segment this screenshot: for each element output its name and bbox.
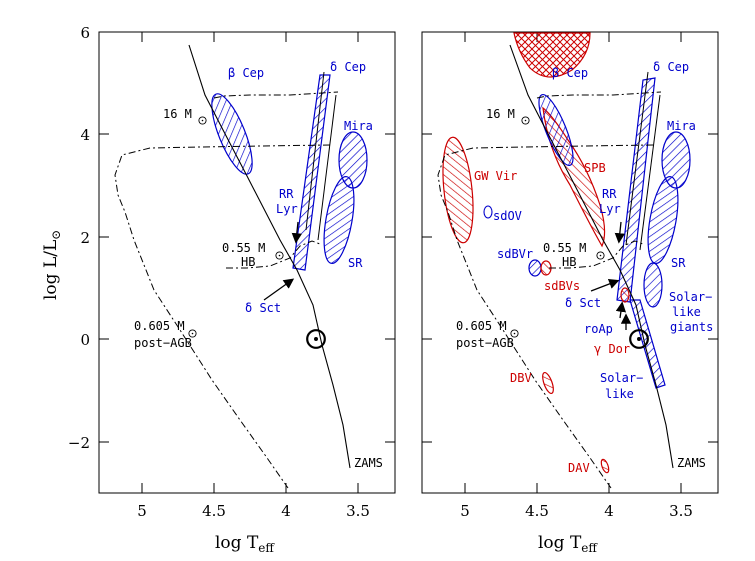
x-tick-label: 4.5 bbox=[202, 502, 226, 520]
label-hb: HB bbox=[562, 255, 576, 269]
track-hb bbox=[226, 240, 321, 269]
x-tick-label: 4 bbox=[281, 502, 291, 520]
label-055-msun: 0.55 M bbox=[222, 241, 265, 255]
x-tick-label: 5 bbox=[460, 502, 470, 520]
zams-line bbox=[188, 44, 351, 469]
label-delta-sct: δ Sct bbox=[245, 301, 281, 315]
y-tick-label: 4 bbox=[80, 126, 90, 144]
track-post-agb bbox=[114, 144, 331, 489]
label-dav: DAV bbox=[568, 461, 590, 475]
label-sr: SR bbox=[671, 256, 686, 270]
track-16-msun bbox=[213, 91, 339, 99]
label-16-msun: 16 M bbox=[486, 107, 515, 121]
region-gw-vir bbox=[442, 136, 474, 244]
label-0605-msun: 0.605 M bbox=[134, 319, 185, 333]
track-16-msun bbox=[536, 91, 662, 99]
strip-red-edge bbox=[317, 94, 337, 241]
zams-line bbox=[509, 44, 674, 469]
label-beta-cep: β Cep bbox=[552, 66, 588, 80]
x-tick-label: 4.5 bbox=[525, 502, 549, 520]
label-rr-lyr: RR bbox=[279, 187, 294, 201]
label-gw-vir: GW Vir bbox=[474, 169, 517, 183]
label-delta-cep: δ Cep bbox=[653, 60, 689, 74]
region-gamma-dor bbox=[620, 287, 630, 303]
left-panel: 6 4 2 0 −2 5 4.5 4 3.5 log Teff log L/L⊙ bbox=[41, 24, 396, 555]
region-beta-cep bbox=[538, 93, 574, 167]
region-dbv bbox=[542, 371, 554, 395]
y-axis-label: log L/L⊙ bbox=[41, 230, 63, 300]
label-solar-like: Solar− bbox=[600, 371, 643, 385]
right-plot-frame bbox=[421, 31, 719, 494]
region-sdov bbox=[483, 205, 493, 219]
region-sdbvr bbox=[528, 259, 542, 277]
sun-symbol bbox=[596, 251, 605, 260]
y-tick-label: 6 bbox=[80, 24, 90, 42]
label-sdbvs: sdBVs bbox=[544, 279, 580, 293]
strip-blue-edge bbox=[625, 71, 649, 246]
region-top-hatched bbox=[513, 32, 591, 78]
right-tick-marks bbox=[422, 32, 718, 493]
label-post-agb: post−AGB bbox=[456, 336, 514, 350]
arrow-rr-lyr bbox=[291, 221, 302, 244]
label-zams: ZAMS bbox=[677, 456, 706, 470]
x-tick-label: 3.5 bbox=[669, 502, 693, 520]
label-solar-like-giants: like bbox=[672, 305, 701, 319]
track-hb bbox=[549, 240, 644, 269]
region-delta-cep-strip bbox=[292, 74, 331, 271]
label-sr: SR bbox=[348, 256, 363, 270]
label-zams: ZAMS bbox=[354, 456, 383, 470]
left-tick-marks bbox=[99, 31, 395, 493]
track-post-agb bbox=[437, 144, 654, 489]
label-delta-sct: δ Sct bbox=[565, 296, 601, 310]
sun-symbol bbox=[275, 251, 284, 260]
label-solar-like-giants: Solar− bbox=[669, 290, 712, 304]
region-solar-like-giants bbox=[643, 262, 663, 308]
label-delta-cep: δ Cep bbox=[330, 60, 366, 74]
x-axis-label: log Teff bbox=[538, 533, 598, 555]
label-sdov: sdOV bbox=[493, 209, 522, 223]
arrow-delta-sct bbox=[263, 278, 295, 301]
y-tick-label: 0 bbox=[80, 331, 90, 349]
label-rr-lyr: Lyr bbox=[599, 202, 621, 216]
label-solar-like-giants: giants bbox=[670, 320, 713, 334]
arrow-rr-lyr bbox=[614, 221, 625, 244]
x-axis-label: log Teff bbox=[215, 533, 275, 555]
x-tick-label: 3.5 bbox=[346, 502, 370, 520]
sun-symbol bbox=[306, 329, 326, 349]
right-panel: 5 4.5 4 3.5 log Teff bbox=[421, 31, 719, 555]
label-roap: roAp bbox=[584, 322, 613, 336]
label-0605-msun: 0.605 M bbox=[456, 319, 507, 333]
label-mira: Mira bbox=[667, 119, 696, 133]
region-beta-cep bbox=[211, 93, 253, 175]
x-tick-label: 4 bbox=[604, 502, 614, 520]
left-plot-frame bbox=[98, 31, 396, 494]
strip-blue-edge bbox=[305, 71, 325, 231]
sun-symbol bbox=[198, 116, 207, 125]
label-solar-like: like bbox=[605, 387, 634, 401]
label-gamma-dor: γ Dor bbox=[594, 342, 630, 356]
label-16-msun: 16 M bbox=[163, 107, 192, 121]
label-055-msun: 0.55 M bbox=[543, 241, 586, 255]
label-post-agb: post−AGB bbox=[134, 336, 192, 350]
strip-red-edge bbox=[639, 94, 661, 251]
y-tick-label: −2 bbox=[68, 434, 90, 452]
label-rr-lyr: Lyr bbox=[276, 202, 298, 216]
y-tick-label: 2 bbox=[80, 229, 90, 247]
label-spb: SPB bbox=[584, 161, 606, 175]
x-tick-label: 5 bbox=[137, 502, 147, 520]
label-dbv: DBV bbox=[510, 371, 532, 385]
label-mira: Mira bbox=[344, 119, 373, 133]
region-dav bbox=[600, 458, 610, 474]
arrow-delta-sct bbox=[590, 278, 620, 292]
sun-symbol bbox=[521, 116, 530, 125]
region-sr bbox=[647, 176, 679, 264]
region-sr bbox=[323, 176, 355, 264]
label-beta-cep: β Cep bbox=[228, 66, 264, 80]
label-sdbvr: sdBVr bbox=[497, 247, 533, 261]
arrow-roap bbox=[615, 301, 627, 319]
label-rr-lyr: RR bbox=[602, 187, 617, 201]
label-hb: HB bbox=[241, 255, 255, 269]
